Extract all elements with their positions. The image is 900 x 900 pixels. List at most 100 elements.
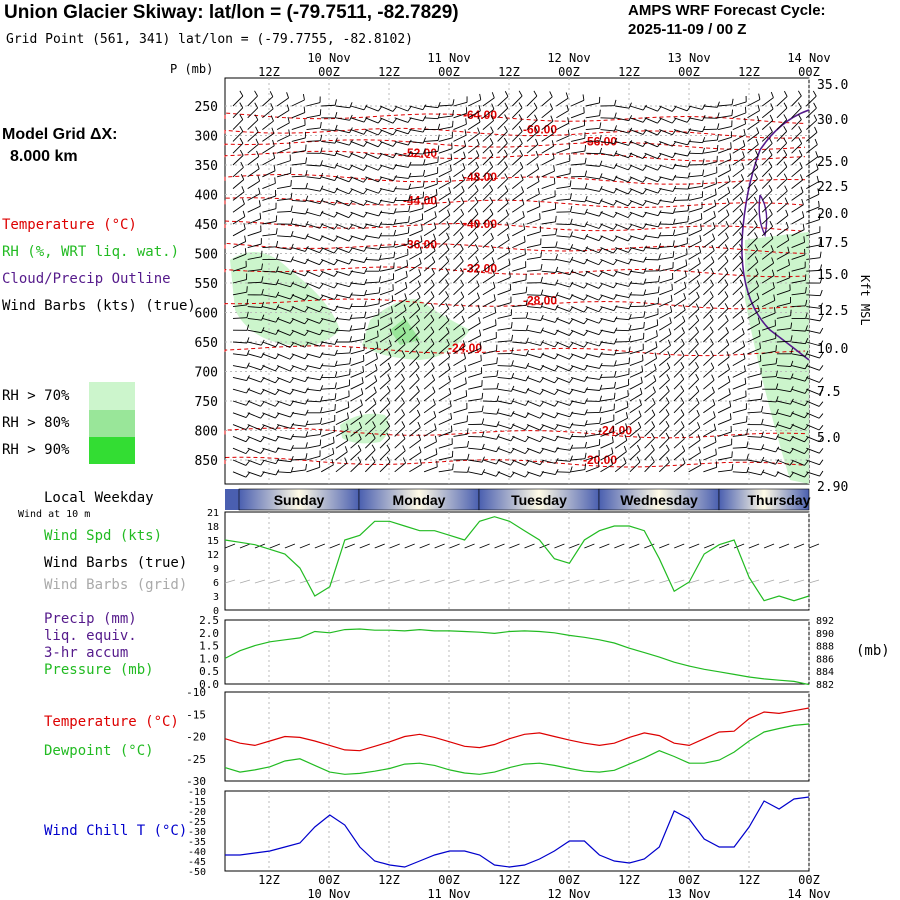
wind-barb bbox=[659, 129, 673, 136]
wind-barb bbox=[541, 170, 555, 178]
wind-barb-flag bbox=[415, 361, 420, 368]
wind-barb-flag bbox=[401, 362, 406, 368]
wind-barb bbox=[761, 262, 774, 272]
wind-barb bbox=[585, 176, 600, 180]
wind-barb bbox=[321, 317, 335, 323]
wind-barb-flag bbox=[474, 196, 479, 203]
wind-barb bbox=[703, 331, 714, 343]
weekday-segment bbox=[225, 489, 239, 510]
wind-barb-flag bbox=[445, 267, 449, 274]
wind-barb bbox=[262, 182, 276, 190]
wind-barb bbox=[791, 400, 805, 407]
y-tick-label: -15 bbox=[188, 797, 206, 808]
wind-barb bbox=[600, 129, 615, 132]
wind-barb-10m bbox=[763, 543, 775, 549]
wind-barb-flag bbox=[771, 269, 775, 276]
wind-barb bbox=[673, 210, 688, 213]
wind-barb bbox=[291, 223, 306, 227]
wind-barb-flag bbox=[611, 436, 614, 443]
wind-barb bbox=[497, 424, 512, 430]
wind-barb bbox=[791, 131, 802, 142]
wind-barb bbox=[364, 426, 376, 437]
wind-barb bbox=[232, 95, 244, 107]
y-tick-label: 1.5 bbox=[199, 640, 219, 653]
wind-barb bbox=[291, 317, 305, 325]
wind-barb-flag bbox=[362, 366, 364, 373]
dewpoint-label: Dewpoint (°C) bbox=[44, 743, 154, 759]
wind-barb bbox=[467, 167, 479, 178]
wind-barb bbox=[409, 320, 420, 331]
wind-barb-grid bbox=[389, 579, 400, 584]
wind-barb bbox=[438, 393, 452, 402]
wind-barb bbox=[453, 123, 467, 131]
wind-barb-flag bbox=[627, 188, 633, 195]
wind-barb bbox=[541, 353, 555, 360]
y-tick-label: -20 bbox=[188, 807, 206, 818]
wind-barb bbox=[570, 353, 585, 360]
wind-barb-flag bbox=[671, 283, 673, 290]
wind-barb-flag bbox=[643, 245, 647, 252]
wind-barb bbox=[262, 424, 276, 431]
wind-barb-flag bbox=[783, 102, 788, 109]
precip-label: Precip (mm) bbox=[44, 611, 137, 627]
wind-barb-flag bbox=[724, 255, 729, 262]
wind-barb-flag bbox=[302, 93, 305, 101]
wind-barb bbox=[438, 137, 453, 142]
wind-barb bbox=[409, 241, 423, 249]
wind-barb-flag bbox=[741, 162, 745, 169]
wind-barb-flag bbox=[610, 458, 613, 465]
wind-barb bbox=[232, 376, 247, 382]
wind-barb bbox=[365, 211, 379, 217]
wind-barb-flag bbox=[447, 209, 451, 216]
wind-barb bbox=[629, 211, 644, 218]
wind-barb-flag bbox=[728, 175, 731, 182]
y-tick-label: 886 bbox=[816, 654, 834, 665]
wind-barb bbox=[615, 176, 629, 183]
wind-barb bbox=[629, 349, 644, 355]
wind-barb bbox=[762, 312, 776, 319]
wind-barb-flag bbox=[799, 162, 803, 168]
wind-barb bbox=[629, 258, 644, 263]
wind-barb-flag bbox=[599, 384, 603, 391]
cloud-outline bbox=[741, 109, 810, 361]
wind-barb-flag bbox=[445, 244, 450, 250]
wind-barb bbox=[732, 421, 747, 426]
wind-barb bbox=[688, 240, 702, 248]
wind-barb bbox=[673, 254, 688, 260]
wind-barb bbox=[791, 267, 806, 272]
wind-barb-flag bbox=[305, 463, 307, 471]
weekday-name: Tuesday bbox=[511, 492, 567, 508]
wind-barb-flag bbox=[555, 266, 559, 273]
wind-barb bbox=[276, 400, 291, 407]
wind-barb-grid bbox=[464, 579, 475, 584]
wind-barb-flag bbox=[538, 200, 541, 207]
wind-barb bbox=[350, 258, 365, 263]
wind-barb-flag bbox=[683, 292, 687, 299]
wind-barb bbox=[306, 235, 320, 241]
wind-barb-flag bbox=[525, 387, 530, 394]
wind-barb-flag bbox=[623, 457, 627, 464]
wind-barb bbox=[585, 211, 600, 217]
wind-barb bbox=[688, 355, 699, 366]
wind-barb bbox=[497, 227, 510, 237]
wind-barb bbox=[629, 382, 643, 390]
wind-barb-flag bbox=[613, 338, 618, 345]
wind-barb bbox=[335, 140, 350, 146]
wind-barb-flag bbox=[290, 281, 295, 288]
bottom-date-label: 12 Nov bbox=[547, 887, 590, 900]
wind-barb bbox=[688, 263, 701, 272]
bottom-time-tick: 12Z bbox=[618, 873, 640, 887]
wind-barb bbox=[806, 459, 820, 466]
wind-barb-flag bbox=[445, 291, 449, 297]
wind-barb-flag bbox=[481, 405, 484, 412]
wind-barb bbox=[570, 247, 585, 253]
wind-barb-flag bbox=[490, 244, 495, 251]
wind-barb-flag bbox=[783, 90, 788, 97]
wind-barb bbox=[350, 152, 364, 159]
wind-barb-flag bbox=[452, 99, 455, 106]
wind-barb-flag bbox=[408, 205, 411, 212]
height-tick-label: 25.0 bbox=[817, 155, 848, 170]
wind-barb bbox=[571, 211, 586, 215]
wind-barb-flag bbox=[477, 127, 481, 134]
wind-barb-flag bbox=[258, 200, 261, 207]
